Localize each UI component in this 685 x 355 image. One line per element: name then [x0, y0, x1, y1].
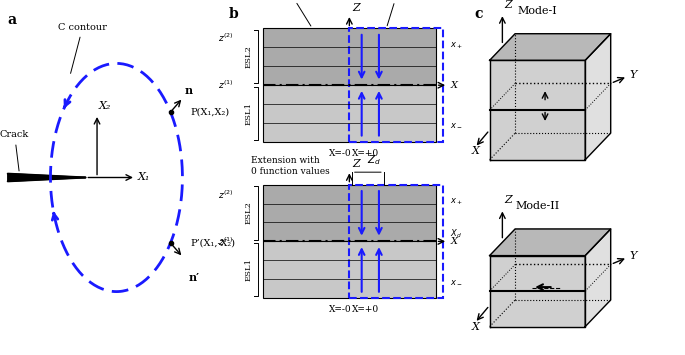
Text: Z: Z — [352, 159, 360, 169]
Text: $z^{(1)}$: $z^{(1)}$ — [218, 235, 234, 247]
Text: X₂: X₂ — [99, 101, 112, 111]
Text: b: b — [229, 7, 238, 21]
Polygon shape — [490, 60, 585, 160]
Text: Delaminated
portion: Delaminated portion — [369, 0, 428, 26]
Text: Z: Z — [352, 2, 360, 13]
Text: X=+0: X=+0 — [352, 149, 379, 158]
Text: Mode-I: Mode-I — [518, 6, 558, 16]
Bar — [263, 241, 436, 298]
Polygon shape — [585, 34, 611, 160]
Polygon shape — [490, 256, 585, 327]
Text: a: a — [8, 13, 17, 27]
Text: ESL1: ESL1 — [245, 102, 252, 125]
Text: n′: n′ — [188, 272, 200, 283]
Polygon shape — [585, 229, 611, 327]
Text: Undelaminated
portion: Undelaminated portion — [253, 0, 323, 26]
Text: Extension with
0 function values: Extension with 0 function values — [251, 156, 329, 176]
Bar — [263, 28, 436, 85]
Text: Z: Z — [504, 0, 512, 10]
Text: Mode-II: Mode-II — [515, 201, 560, 211]
Polygon shape — [490, 34, 611, 60]
Text: $x_-$: $x_-$ — [451, 120, 463, 130]
Bar — [349, 28, 443, 142]
Text: $X_d$: $X_d$ — [451, 227, 462, 240]
Text: X: X — [451, 237, 458, 246]
Text: c: c — [475, 7, 484, 21]
Text: X: X — [471, 322, 480, 332]
Text: $x_-$: $x_-$ — [451, 277, 463, 286]
Text: $x_+$: $x_+$ — [451, 196, 463, 207]
Text: Crack: Crack — [0, 131, 29, 171]
Bar — [263, 185, 436, 241]
Text: ESL1: ESL1 — [245, 258, 252, 281]
Text: X=-0: X=-0 — [329, 149, 352, 158]
Text: n: n — [185, 85, 193, 96]
Text: ESL2: ESL2 — [245, 45, 252, 68]
Text: Z: Z — [504, 195, 512, 205]
Text: P’(X₁,-X₂): P’(X₁,-X₂) — [190, 239, 235, 247]
Text: X: X — [471, 146, 480, 156]
Bar — [349, 185, 443, 298]
Text: X: X — [451, 81, 458, 90]
Text: $z^{(1)}$: $z^{(1)}$ — [218, 79, 234, 91]
Text: $z^{(2)}$: $z^{(2)}$ — [218, 188, 234, 201]
Text: Y: Y — [630, 251, 637, 261]
Text: $x_+$: $x_+$ — [451, 40, 463, 51]
Polygon shape — [490, 229, 611, 256]
Polygon shape — [8, 174, 86, 181]
Text: X=+0: X=+0 — [352, 305, 379, 314]
Bar — [263, 85, 436, 142]
Text: X=-0: X=-0 — [329, 305, 352, 314]
Text: X₁: X₁ — [138, 173, 150, 182]
Text: $Z_d$: $Z_d$ — [366, 153, 381, 167]
Text: $z^{(2)}$: $z^{(2)}$ — [218, 32, 234, 44]
Text: P(X₁,X₂): P(X₁,X₂) — [190, 108, 229, 116]
Text: ESL2: ESL2 — [245, 202, 252, 224]
Text: Y: Y — [630, 70, 637, 80]
Text: C contour: C contour — [58, 23, 107, 73]
